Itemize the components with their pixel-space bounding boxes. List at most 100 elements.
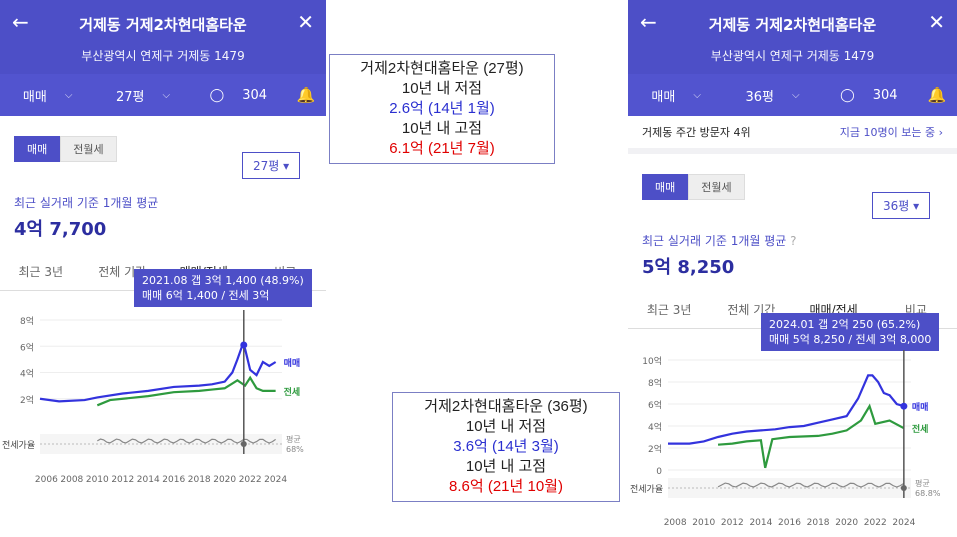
bell-icon[interactable]: 🔔 [296,86,316,104]
back-arrow-icon[interactable]: ← [12,10,29,34]
x-tick-label: 2012 [721,518,744,528]
page-title: 거제동 거제2차현대홈타운 [79,16,247,34]
annotation-27: 거제2차현대홈타운 (27평) 10년 내 저점 2.6억 (14년 1월) 1… [329,54,555,164]
x-tick-label: 2016 [778,518,801,528]
chevron-down-icon: ⌵ [162,89,171,101]
series-legend-label: 전세 [912,423,929,435]
note-high-label: 10년 내 고점 [465,458,547,475]
ratio-line [97,438,276,444]
x-tick-label: 2014 [749,518,772,528]
ratio-line [717,482,905,488]
toggle-rent[interactable]: 전월세 [688,174,745,200]
series-legend-label: 전세 [284,386,301,398]
x-tick-label: 2020 [835,518,858,528]
note-low-label: 10년 내 저점 [465,418,547,435]
cursor-dot [240,341,248,349]
filter-bar: 매매 ⌵ 36평 ⌵ ◯ 304 🔔 [628,74,957,116]
x-tick-label: 2016 [162,475,185,485]
series-line-jeonse [717,403,905,469]
note-title: 거제2차현대홈타운 (27평) [360,60,524,77]
note-low-value: 3.6억 (14년 3월) [453,438,559,455]
size-label: 27평 [115,89,145,105]
y-tick-label: 4억 [648,421,662,433]
address: 부산광역시 연제구 거제동 1479 [710,49,875,63]
ratio-label: 전세가율 [2,440,35,451]
tooltip-line-2: 매매 6억 1,400 / 전세 3억 [142,289,270,302]
header: ← 거제동 거제2차현대홈타운 ✕ 부산광역시 연제구 거제동 1479 매매 ⌵… [0,0,326,116]
size-selector[interactable]: 27평 ⌵ [95,86,190,105]
avg-label: 최근 실거래 기준 1개월 평균 [14,196,159,210]
series-legend-label: 매매 [912,401,929,413]
help-icon[interactable]: ? [790,234,797,248]
x-tick-label: 2022 [239,475,262,485]
filter-bar: 매매 ⌵ 27평 ⌵ ◯ 304 🔔 [0,74,326,116]
close-icon[interactable]: ✕ [928,10,945,34]
tooltip-line-1: 2024.01 갭 2억 250 (65.2%) [769,318,921,331]
y-tick-label: 4억 [20,368,34,380]
tooltip-line-2: 매매 5억 8,250 / 전세 3억 8,000 [769,333,932,346]
tab-recent[interactable]: 최근 3년 [18,265,64,279]
toggle-sale[interactable]: 매매 [14,136,61,162]
chevron-down-icon: ⌵ [791,89,800,101]
avg-label-text: 최근 실거래 기준 1개월 평균 [642,234,787,248]
avg-price: 4억 7,700 [14,219,107,240]
comments-button[interactable]: ◯ 304 [821,88,917,103]
avg-value: 68.8% [915,489,941,498]
cursor-dot [900,402,908,410]
address: 부산광역시 연제구 거제동 1479 [81,49,245,63]
size-select[interactable]: 36평 ▾ [872,192,931,219]
series-line-sale [39,342,277,403]
series-line-jeonse [96,375,276,407]
series-line-sale [668,374,905,445]
type-selector[interactable]: 매매 ⌵ [0,86,95,105]
y-tick-label: 2억 [20,394,34,406]
avg-price: 5억 8,250 [642,257,735,278]
x-tick-label: 2020 [213,475,236,485]
trade-toggle: 매매 전월세 [642,174,957,200]
live-viewers-link[interactable]: 지금 10명이 보는 중 › [839,126,943,139]
x-tick-label: 2006 [35,475,58,485]
comments-button[interactable]: ◯ 304 [191,88,286,103]
x-tick-label: 2018 [807,518,830,528]
ratio-label: 전세가율 [630,484,663,495]
note-low-value: 2.6억 (14년 1월) [389,100,495,117]
note-high-value: 8.6억 (21년 10월) [449,478,563,495]
y-tick-label: 0 [656,467,662,477]
note-high-label: 10년 내 고점 [401,120,483,137]
avg-label: 평균 [286,434,301,444]
size-selector[interactable]: 36평 ⌵ [724,86,820,105]
size-select[interactable]: 27평 ▾ [242,152,301,179]
visitor-bar: 거제동 주간 방문자 4위 지금 10명이 보는 중 › [628,116,957,154]
note-high-value: 6.1억 (21년 7월) [389,140,495,157]
bell-icon[interactable]: 🔔 [927,86,947,104]
comment-count: 304 [242,87,268,103]
type-selector[interactable]: 매매 ⌵ [628,86,724,105]
annotation-36: 거제2차현대홈타운 (36평) 10년 내 저점 3.6억 (14년 3월) 1… [392,392,620,502]
back-arrow-icon[interactable]: ← [640,10,657,34]
y-tick-label: 2억 [648,443,662,455]
comment-count: 304 [872,87,898,103]
tooltip-line-1: 2021.08 갭 3억 1,400 (48.9%) [142,274,304,287]
x-tick-label: 2024 [892,518,915,528]
avg-label: 최근 실거래 기준 1개월 평균 ? [642,232,957,249]
x-tick-label: 2024 [264,475,287,485]
type-label: 매매 [651,89,676,105]
y-tick-label: 8억 [20,315,34,327]
y-tick-label: 6억 [20,341,34,353]
tab-recent[interactable]: 최근 3년 [646,303,692,317]
panel-27: ← 거제동 거제2차현대홈타운 ✕ 부산광역시 연제구 거제동 1479 매매 ⌵… [0,0,326,537]
panel-36: ← 거제동 거제2차현대홈타운 ✕ 부산광역시 연제구 거제동 1479 매매 ⌵… [628,0,957,537]
x-tick-label: 2014 [137,475,160,485]
toggle-rent[interactable]: 전월세 [60,136,117,162]
x-tick-label: 2010 [692,518,715,528]
close-icon[interactable]: ✕ [297,10,314,34]
y-tick-label: 8억 [648,377,662,389]
type-label: 매매 [22,89,47,105]
x-tick-label: 2008 [664,518,687,528]
x-tick-label: 2012 [111,475,134,485]
x-tick-label: 2008 [60,475,83,485]
toggle-sale[interactable]: 매매 [642,174,689,200]
y-tick-label: 10억 [642,355,662,367]
